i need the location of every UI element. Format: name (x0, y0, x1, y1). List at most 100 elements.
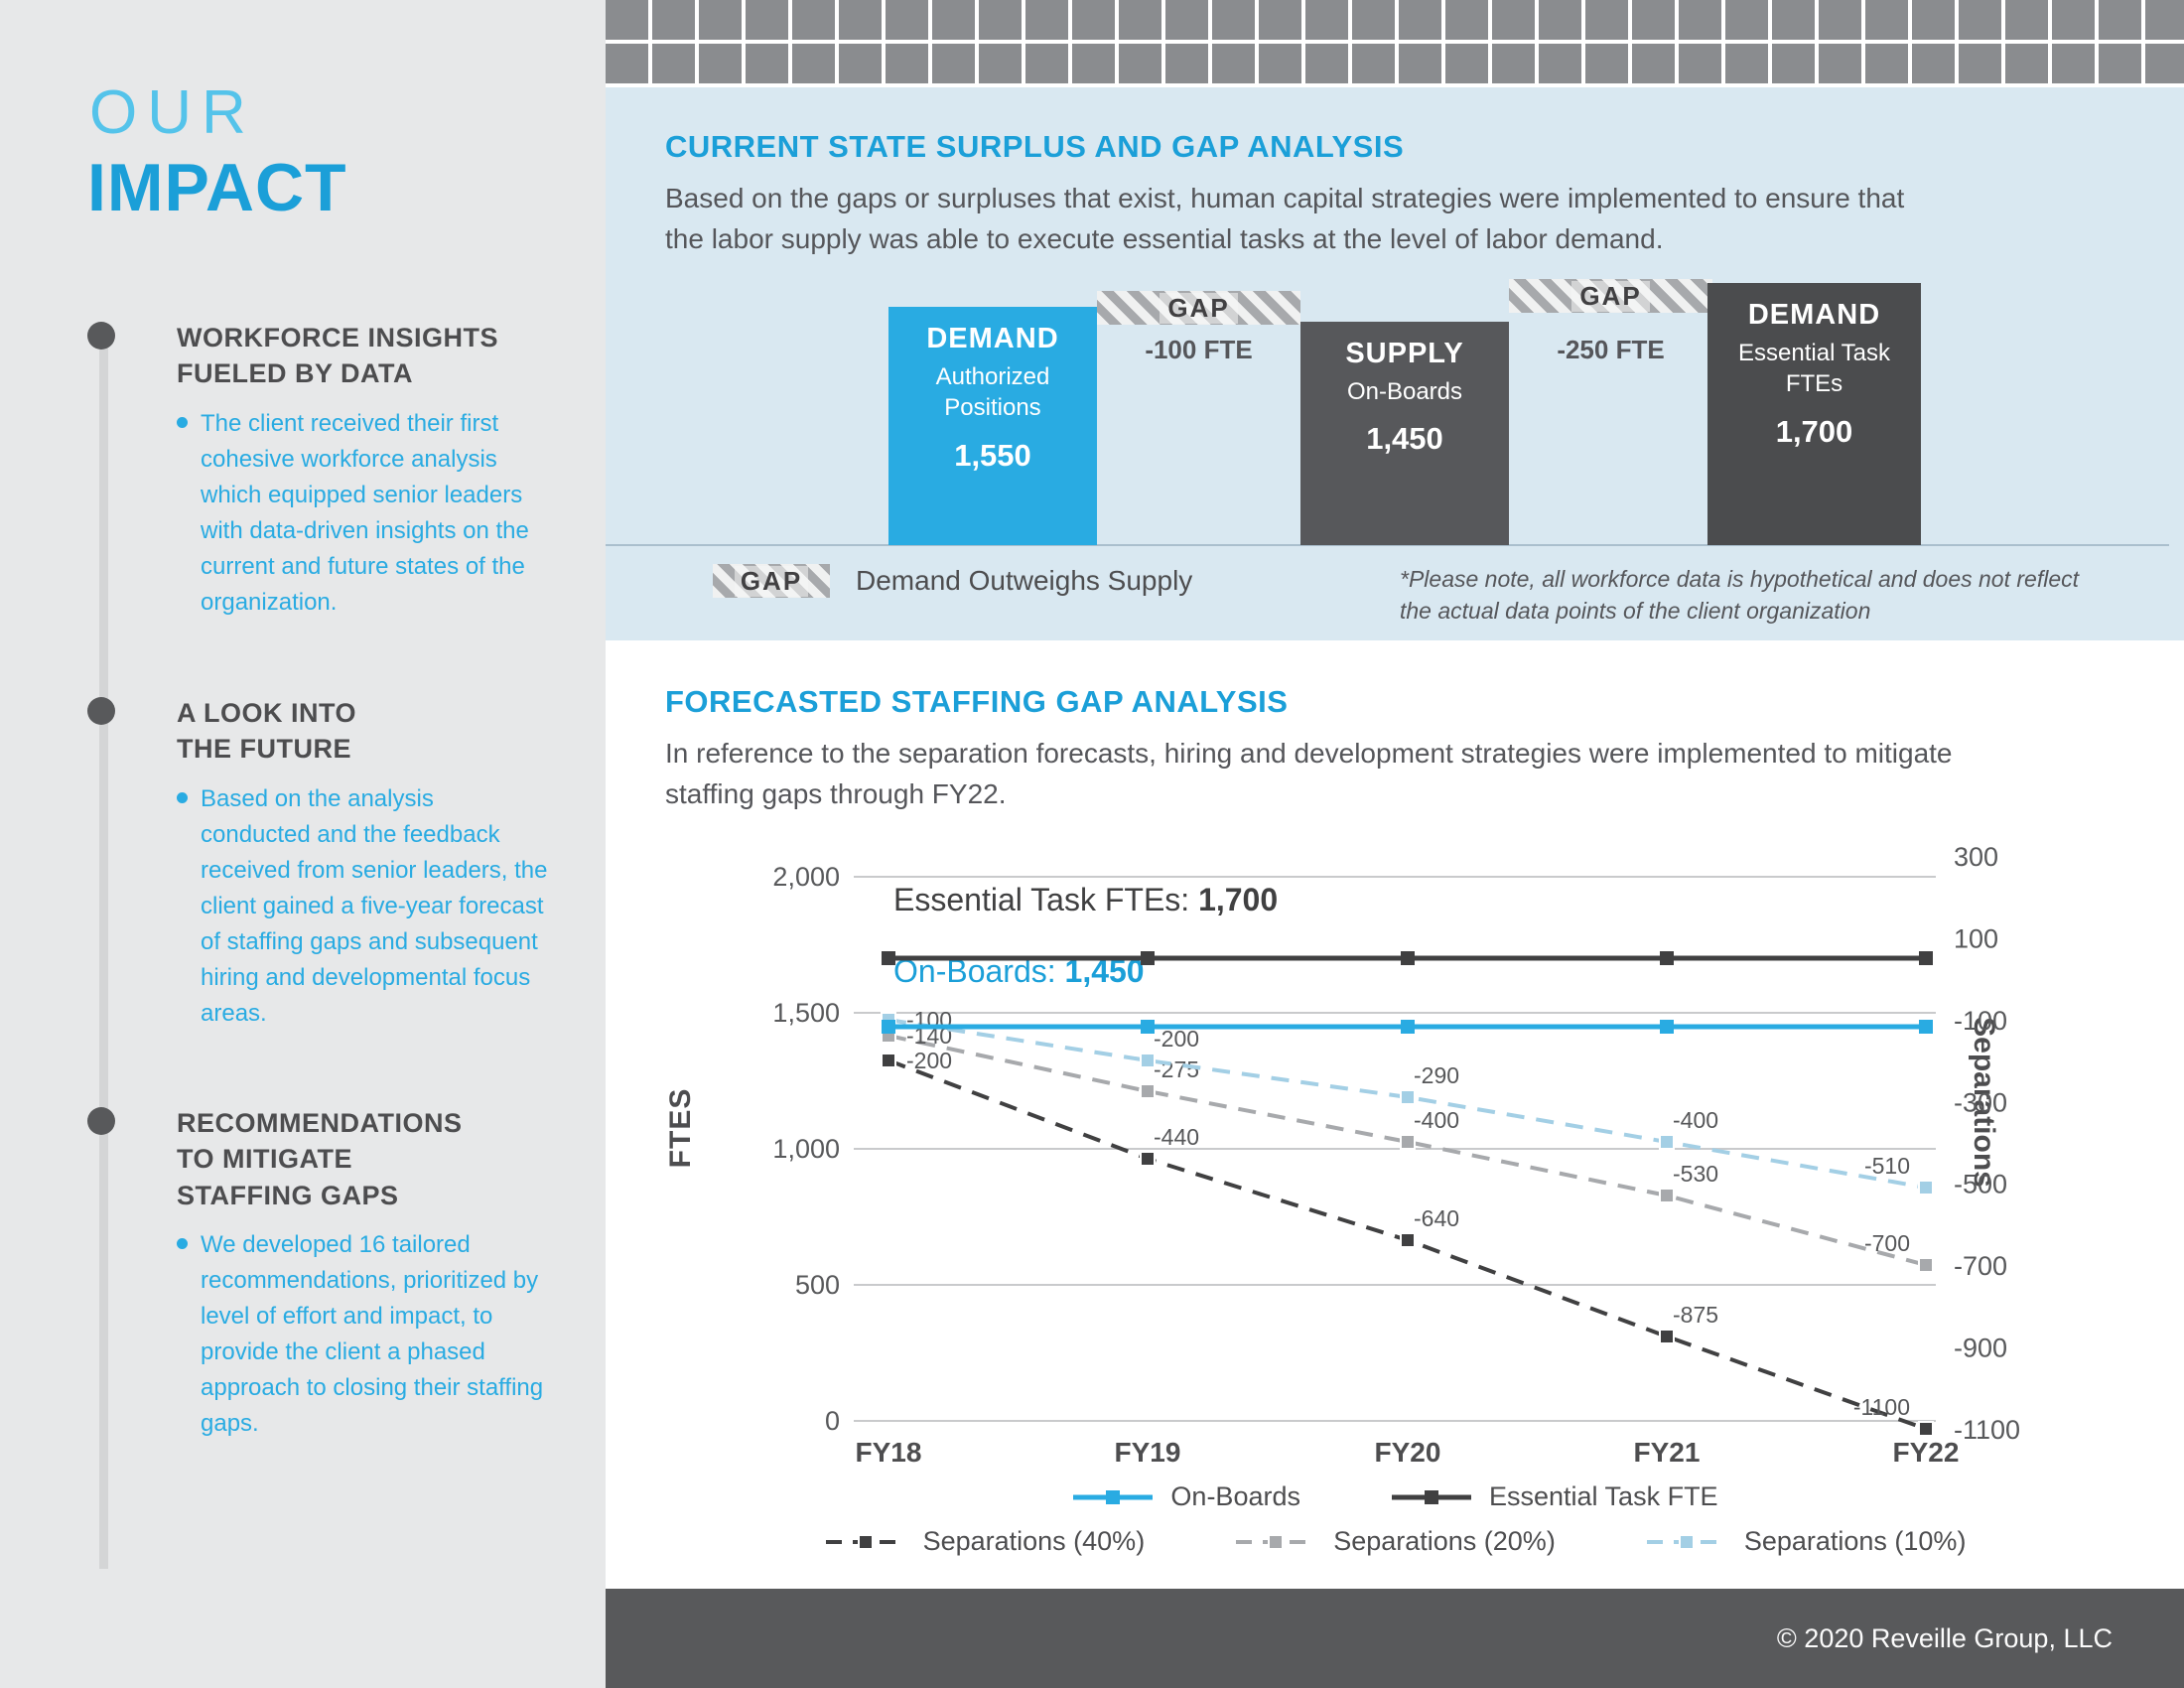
legend-label: On-Boards (1170, 1481, 1300, 1512)
data-marker (1659, 1188, 1675, 1204)
baseline-axis (606, 544, 2169, 547)
current-state-description: Based on the gaps or surpluses that exis… (665, 183, 1905, 254)
copyright-footer: © 2020 Reveille Group, LLC (606, 1589, 2184, 1688)
svg-text:2,000: 2,000 (772, 862, 840, 892)
gap-label: GAP (1160, 292, 1238, 324)
svg-text:300: 300 (1954, 842, 1998, 872)
legend-item-separations-40-: Separations (40%) (824, 1526, 1146, 1557)
bar-demand-essential-task: DEMAND Essential Task FTEs 1,700 (1707, 283, 1921, 546)
svg-text:-100: -100 (1954, 1006, 2007, 1036)
bar-value: 1,550 (954, 437, 1031, 473)
timeline-line (99, 336, 108, 1569)
legend-line-sample (1646, 1533, 1726, 1550)
data-marker (881, 1053, 896, 1069)
svg-text:-440: -440 (1154, 1124, 1199, 1150)
svg-text:FY18: FY18 (856, 1437, 922, 1468)
svg-text:FY22: FY22 (1893, 1437, 1960, 1468)
page-title-our: OUR (89, 78, 256, 147)
bar-value: 1,700 (1775, 413, 1853, 449)
gap-legend: GAP Demand Outweighs Supply (713, 563, 1192, 599)
data-disclaimer-note: *Please note, all workforce data is hypo… (1400, 566, 2080, 625)
bar-value: 1,450 (1366, 421, 1443, 457)
legend-label: Essential Task FTE (1488, 1481, 1718, 1512)
svg-text:-530: -530 (1673, 1161, 1718, 1187)
legend-item-separations-10-: Separations (10%) (1645, 1526, 1967, 1557)
forecast-chart: FTES Separations Essential Task FTEs: 1,… (664, 830, 2124, 1477)
data-marker (1140, 1083, 1156, 1100)
legend-item-essential-task-fte: Essential Task FTE (1390, 1481, 1718, 1512)
svg-text:-290: -290 (1414, 1062, 1459, 1088)
sidebar-section-recommendations: RECOMMENDATIONS TO MITIGATE STAFFING GAP… (87, 1105, 574, 1442)
gap-indicator-100: GAP -100 FTE (1097, 291, 1300, 365)
page-title-impact: IMPACT (87, 150, 347, 225)
data-marker (1141, 951, 1155, 966)
sidebar-body-text: Based on the analysis conducted and the … (201, 784, 548, 1027)
legend-label: Separations (10%) (1743, 1526, 1967, 1557)
timeline-dot (87, 1107, 115, 1135)
sidebar: OUR IMPACT WORKFORCE INSIGHTS FUELED BY … (0, 0, 606, 1688)
bar-sublabel: Essential Task FTEs (1738, 340, 1890, 398)
svg-text:FY20: FY20 (1375, 1437, 1441, 1468)
svg-text:500: 500 (795, 1270, 840, 1300)
data-marker (1919, 1020, 1933, 1035)
series-separations-10-: -100-200-290-400-510 (881, 1007, 1934, 1196)
data-marker (882, 951, 895, 966)
data-marker (1140, 1151, 1156, 1168)
legend-line-sample (825, 1533, 905, 1550)
current-state-heading: CURRENT STATE SURPLUS AND GAP ANALYSIS (665, 129, 1405, 164)
svg-text:-500: -500 (1954, 1170, 2007, 1199)
forecast-line-chart: 2,000 1,500 1,000 500 0 300 100 -100 -300 -500 -70… (772, 842, 2020, 1468)
sidebar-section-heading: A LOOK INTO THE FUTURE (177, 698, 356, 765)
svg-text:-200: -200 (906, 1048, 952, 1073)
legend-line-sample (1236, 1533, 1316, 1550)
essential-fte-annotation: Essential Task FTEs: 1,700 (893, 882, 1278, 918)
bar-demand-authorized-positions: DEMAND Authorized Positions 1,550 (888, 307, 1097, 546)
sidebar-body-text: We developed 16 tailored recommendations… (201, 1231, 544, 1438)
gap-legend-label: GAP (734, 565, 809, 597)
forecast-description: In reference to the separation forecasts… (665, 738, 1953, 809)
svg-text:-700: -700 (1864, 1230, 1910, 1256)
bar-sublabel: On-Boards (1346, 378, 1463, 406)
current-state-panel: CURRENT STATE SURPLUS AND GAP ANALYSIS B… (606, 87, 2184, 640)
data-marker (1400, 1232, 1416, 1249)
svg-text:-400: -400 (1414, 1107, 1459, 1133)
svg-text:FY19: FY19 (1115, 1437, 1181, 1468)
chart-legend: On-Boards Essential Task FTE Separations (… (665, 1481, 2124, 1557)
bar-supply-onboards: SUPPLY On-Boards 1,450 (1300, 322, 1509, 546)
bullet-dot (177, 1238, 188, 1250)
series-separations-40-: -200 -440 -640 -875 -1100 (881, 1048, 1934, 1438)
svg-text:-875: -875 (1673, 1302, 1718, 1328)
gap-indicator-250: GAP -250 FTE (1509, 279, 1712, 365)
forecast-heading: FORECASTED STAFFING GAP ANALYSIS (665, 684, 1289, 719)
gap-hatch-pattern: GAP (713, 564, 830, 599)
svg-text:1,500: 1,500 (772, 998, 840, 1028)
sidebar-section-body: The client received their first cohesive… (177, 406, 550, 621)
svg-text:-900: -900 (1954, 1334, 2007, 1363)
series-essential-task-fte (882, 951, 1933, 966)
data-marker (882, 1020, 895, 1035)
bar-label: DEMAND (926, 323, 1059, 355)
chart-legend-row: Separations (40%) Separations (20%) Separa… (665, 1526, 2124, 1557)
legend-line-sample (1391, 1489, 1471, 1504)
sidebar-body-text: The client received their first cohesive… (201, 409, 529, 616)
data-marker (1401, 951, 1415, 966)
data-marker (1660, 951, 1674, 966)
timeline-dot (87, 697, 115, 725)
data-marker (1918, 1180, 1934, 1196)
svg-text:-1100: -1100 (1954, 1415, 2020, 1445)
data-marker (1401, 1020, 1415, 1035)
data-marker (1400, 1134, 1416, 1151)
svg-text:-400: -400 (1673, 1107, 1718, 1133)
svg-text:-640: -640 (1414, 1205, 1459, 1231)
svg-text:0: 0 (825, 1406, 840, 1436)
gap-delta: -250 FTE (1557, 335, 1665, 365)
legend-label: Separations (40%) (922, 1526, 1146, 1557)
bullet-dot (177, 791, 188, 803)
svg-text:FY21: FY21 (1634, 1437, 1701, 1468)
gap-hatch-pattern: GAP (1097, 291, 1300, 326)
forecast-panel: FORECASTED STAFFING GAP ANALYSIS In refe… (606, 640, 2184, 1589)
gap-label: GAP (1571, 280, 1650, 312)
bar-label: DEMAND (1747, 299, 1881, 332)
sidebar-section-heading: WORKFORCE INSIGHTS FUELED BY DATA (177, 323, 498, 389)
